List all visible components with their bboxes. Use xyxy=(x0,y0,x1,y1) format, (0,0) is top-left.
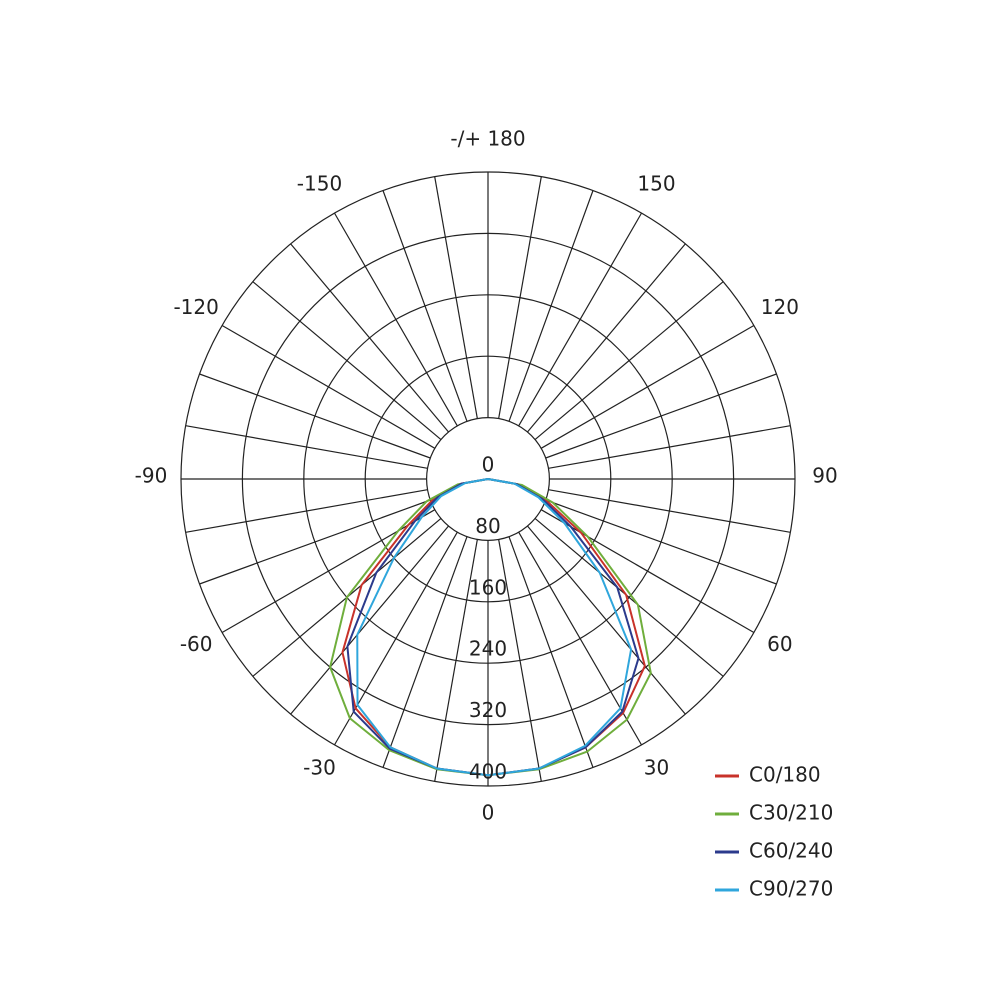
angle-tick-label: 30 xyxy=(644,755,669,779)
angle-tick-label: -90 xyxy=(135,464,168,488)
angle-tick-line xyxy=(518,212,643,427)
r-tick-label: 320 xyxy=(469,698,507,722)
angle-tick-label: -150 xyxy=(297,172,342,196)
r-tick-label: 160 xyxy=(469,575,507,599)
r-tick-label: 80 xyxy=(475,514,500,538)
legend-label: C60/240 xyxy=(749,839,833,863)
angle-tick-label: 90 xyxy=(812,464,837,488)
angle-tick-label: -/+ 180 xyxy=(450,127,525,151)
angle-tick-line xyxy=(540,509,755,634)
angle-tick-line xyxy=(333,212,458,427)
angle-tick-label: 0 xyxy=(482,801,495,825)
grid-spoke xyxy=(498,176,542,419)
angle-tick-label: -120 xyxy=(173,295,218,319)
legend-label: C30/210 xyxy=(749,801,833,825)
angle-tick-label: 150 xyxy=(637,172,675,196)
angle-tick-label: 60 xyxy=(767,632,792,656)
grid-spoke xyxy=(199,373,431,459)
grid-spoke xyxy=(434,539,478,782)
grid-spoke xyxy=(508,536,594,768)
grid-spoke xyxy=(290,243,449,433)
angle-tick-label: 120 xyxy=(761,295,799,319)
series-line xyxy=(356,478,633,777)
grid-spoke xyxy=(527,525,686,715)
grid-spoke xyxy=(434,176,478,419)
grid-spoke xyxy=(548,489,791,533)
grid-spoke xyxy=(498,539,542,782)
grid-spoke xyxy=(545,373,777,459)
grid-spoke xyxy=(252,281,442,440)
grid-spoke xyxy=(527,243,686,433)
angle-tick-label: -30 xyxy=(303,755,336,779)
grid-spoke xyxy=(548,425,791,469)
r-tick-label: 240 xyxy=(469,637,507,661)
grid-spoke xyxy=(199,499,431,585)
grid-spoke xyxy=(290,525,449,715)
r-tick-label: 0 xyxy=(482,453,495,477)
grid-spoke xyxy=(185,425,428,469)
angle-tick-line xyxy=(221,324,436,449)
grid-spoke xyxy=(545,499,777,585)
angle-tick-line xyxy=(221,509,436,634)
grid-spoke xyxy=(534,518,724,677)
legend-label: C90/270 xyxy=(749,877,833,901)
angle-tick-line xyxy=(333,531,458,746)
legend-label: C0/180 xyxy=(749,763,821,787)
grid-spoke xyxy=(382,190,468,422)
grid-spoke xyxy=(508,190,594,422)
grid-spoke xyxy=(382,536,468,768)
r-tick-label: 400 xyxy=(469,760,507,784)
grid-spoke xyxy=(185,489,428,533)
angle-tick-line xyxy=(540,324,755,449)
grid-spoke xyxy=(534,281,724,440)
angle-tick-line xyxy=(518,531,643,746)
angle-tick-label: -60 xyxy=(180,632,213,656)
